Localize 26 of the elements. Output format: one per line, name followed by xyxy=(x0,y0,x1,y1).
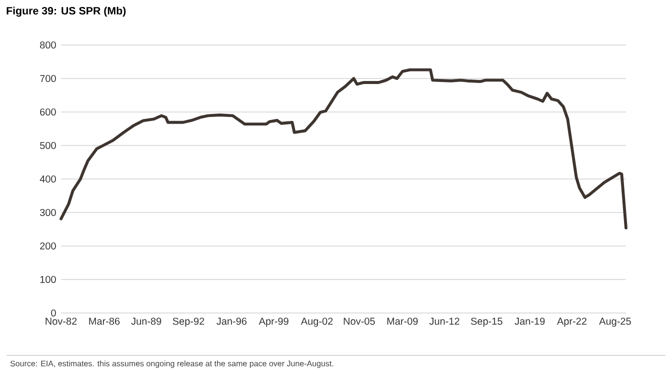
y-tick-label: 600 xyxy=(40,108,56,116)
x-tick-label: Apr-99 xyxy=(258,318,288,327)
x-tick-label: Jan-96 xyxy=(216,318,247,325)
x-tick-label: Mar-09 xyxy=(387,318,418,325)
x-tick-label: Jun-12 xyxy=(429,318,460,325)
y-tick-label: 400 xyxy=(40,175,56,183)
line-series xyxy=(60,68,628,230)
x-tick-label: Apr-22 xyxy=(556,318,586,327)
x-tick-label: Sep-92 xyxy=(172,318,204,327)
x-tick-label: Nov-05 xyxy=(344,318,375,325)
y-tick-label: 800 xyxy=(40,41,56,49)
y-tick-label: 500 xyxy=(40,142,56,150)
y-tick-label: 700 xyxy=(40,74,56,82)
source-note: Source: EIA, estimates. this assumes ongoing release at the same pace over June-August. xyxy=(10,360,334,368)
y-tick-label: 300 xyxy=(40,208,56,216)
x-tick-label: Nov-82 xyxy=(46,318,77,325)
x-tick-label: Sep-15 xyxy=(470,318,502,327)
x-tick-label: Aug-02 xyxy=(300,318,333,327)
x-tick-label: Jun-89 xyxy=(131,318,162,325)
x-tick-label: Jan-19 xyxy=(514,318,545,325)
x-tick-label: Mar-86 xyxy=(89,318,120,325)
y-tick-label: 200 xyxy=(40,242,56,250)
x-tick-label: Aug-25 xyxy=(599,318,631,327)
y-tick-label: 0 xyxy=(51,309,56,317)
y-tick-label: 100 xyxy=(40,276,56,284)
chart-title: Figure 39: US SPR (Mb) xyxy=(6,6,126,17)
